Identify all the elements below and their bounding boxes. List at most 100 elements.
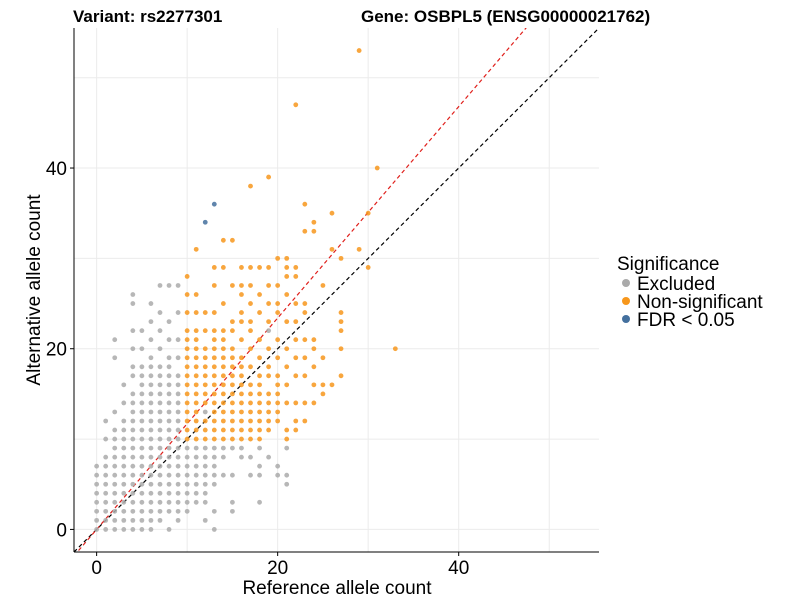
data-point (329, 210, 335, 216)
data-point (293, 301, 299, 306)
data-point (130, 427, 136, 433)
data-point (230, 364, 235, 370)
data-point (130, 517, 136, 523)
data-point (211, 481, 217, 487)
data-point (193, 472, 199, 478)
data-point (220, 454, 226, 460)
data-point (266, 265, 272, 270)
data-point (220, 265, 226, 270)
data-point (157, 409, 163, 415)
data-point (121, 490, 127, 496)
data-point (311, 346, 317, 352)
data-point (148, 472, 154, 478)
data-point (239, 445, 244, 451)
data-point (311, 228, 317, 234)
data-point (166, 463, 172, 469)
data-point (211, 364, 217, 370)
data-point (284, 481, 290, 487)
data-point (166, 319, 172, 325)
data-point (166, 382, 172, 388)
data-point (202, 436, 208, 442)
data-point (266, 174, 272, 180)
data-point (302, 418, 308, 424)
data-point (230, 472, 235, 478)
data-point (320, 283, 326, 288)
data-point (302, 400, 308, 406)
data-point (112, 508, 118, 514)
data-point (293, 418, 299, 424)
data-point (166, 355, 172, 361)
data-point (284, 292, 290, 297)
data-point (257, 310, 262, 315)
data-point (284, 346, 290, 352)
data-point (257, 463, 262, 469)
data-point (193, 436, 199, 442)
data-point (275, 373, 281, 379)
data-point (175, 454, 181, 460)
data-point (239, 373, 244, 379)
data-point (184, 382, 190, 388)
data-point (139, 373, 145, 379)
data-point (112, 454, 118, 460)
data-point (193, 292, 199, 297)
legend-key (622, 297, 630, 305)
data-point (148, 436, 154, 442)
data-point (121, 463, 127, 469)
data-point (248, 346, 253, 352)
data-point (130, 481, 136, 487)
data-point (392, 346, 398, 352)
data-point (248, 319, 253, 325)
data-point (157, 472, 163, 478)
data-point (275, 337, 281, 343)
data-point (239, 382, 244, 388)
data-point (202, 427, 208, 433)
data-point (157, 346, 163, 352)
data-point (121, 508, 127, 514)
data-point (121, 418, 127, 424)
data-point (202, 463, 208, 469)
data-point (284, 427, 290, 433)
data-point (148, 454, 154, 460)
data-point (266, 373, 272, 379)
data-point (257, 391, 262, 397)
data-point (293, 265, 299, 270)
data-point (148, 418, 154, 424)
data-point (284, 436, 290, 442)
data-point (103, 418, 109, 424)
reference-lines (74, 28, 599, 552)
data-point (202, 454, 208, 460)
data-point (248, 183, 253, 189)
data-point (139, 517, 145, 523)
data-point (230, 346, 235, 352)
data-point (266, 418, 272, 424)
data-point (193, 337, 199, 343)
data-point (220, 436, 226, 442)
data-point (220, 237, 226, 243)
legend-label: Excluded (637, 274, 715, 295)
data-point (329, 246, 335, 252)
data-point (211, 373, 217, 379)
data-point (175, 310, 181, 315)
data-point (94, 490, 100, 496)
data-point (293, 400, 299, 406)
data-point (284, 255, 290, 261)
data-point (148, 319, 154, 325)
data-point (211, 310, 217, 315)
data-point (139, 382, 145, 388)
data-point (121, 499, 127, 505)
data-point (175, 499, 181, 505)
data-point (112, 490, 118, 496)
data-point (230, 409, 235, 415)
data-point (193, 400, 199, 406)
data-point (220, 373, 226, 379)
data-point (121, 427, 127, 433)
data-point (112, 499, 118, 505)
legend-key (622, 315, 630, 323)
data-point (239, 454, 244, 460)
data-point (220, 409, 226, 415)
data-point (257, 382, 262, 388)
data-point (220, 418, 226, 424)
x-tick-label: 20 (267, 558, 288, 579)
data-point (103, 436, 109, 442)
